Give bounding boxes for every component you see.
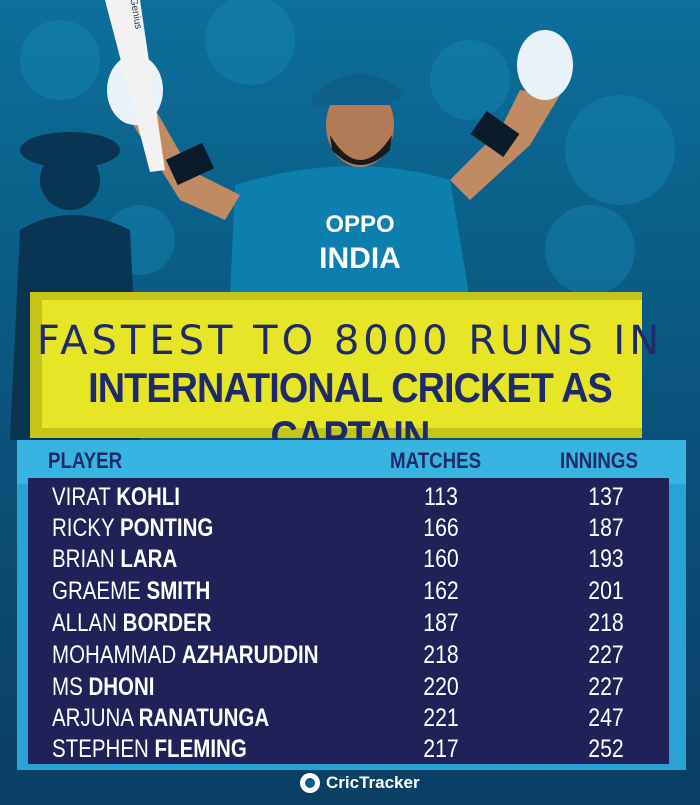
innings-value: 227 (588, 641, 624, 669)
table-body (28, 478, 669, 764)
matches-value: 218 (423, 641, 459, 669)
matches-value: 160 (423, 545, 459, 573)
player-name: MOHAMMAD AZHARUDDIN (52, 641, 319, 669)
matches-value: 217 (423, 735, 459, 763)
title-banner (42, 300, 642, 428)
crictracker-logo-icon (300, 773, 320, 793)
matches-value: 221 (423, 704, 459, 732)
innings-value: 227 (588, 673, 624, 701)
player-name: RICKY PONTING (52, 514, 214, 542)
player-name: VIRAT KOHLI (52, 483, 180, 511)
table-row: VIRAT KOHLI 113 137 (28, 481, 669, 512)
table-row: GRAEME SMITH 162 201 (28, 575, 669, 606)
innings-value: 218 (588, 609, 624, 637)
matches-value: 162 (423, 577, 459, 605)
player-name: ARJUNA RANATUNGA (52, 704, 270, 732)
player-name: MS DHONI (52, 673, 155, 701)
table-row: RICKY PONTING 166 187 (28, 512, 669, 543)
brand-logo: CricTracker (300, 773, 420, 793)
brand-name: CricTracker (326, 773, 420, 792)
innings-value: 137 (588, 483, 624, 511)
table-row: STEPHEN FLEMING 217 252 (28, 733, 669, 764)
player-name: GRAEME SMITH (52, 577, 211, 605)
player-shirt (230, 166, 470, 300)
innings-value: 201 (588, 577, 624, 605)
table-row: ALLAN BORDER 187 218 (28, 607, 669, 638)
matches-value: 113 (424, 483, 458, 511)
table-row: MS DHONI 220 227 (28, 671, 669, 702)
innings-value: 187 (588, 514, 624, 542)
matches-value: 220 (423, 673, 459, 701)
header-player: PLAYER (48, 448, 123, 473)
innings-value: 247 (588, 704, 624, 732)
matches-value: 187 (423, 609, 459, 637)
title-line-1: FASTEST TO 8000 RUNS IN (36, 318, 664, 364)
table-header (17, 440, 686, 484)
innings-value: 252 (588, 735, 624, 763)
header-innings: INNINGS (560, 448, 638, 473)
table-row: MOHAMMAD AZHARUDDIN 218 227 (28, 639, 669, 670)
table-row: BRIAN LARA 160 193 (28, 543, 669, 574)
player-name: STEPHEN FLEMING (52, 735, 247, 763)
matches-value: 166 (423, 514, 459, 542)
shirt-team-text: INDIA (319, 242, 401, 275)
innings-value: 193 (588, 545, 624, 573)
shirt-sponsor-text: OPPO (325, 211, 394, 238)
player-name: ALLAN BORDER (52, 609, 212, 637)
table-row: ARJUNA RANATUNGA 221 247 (28, 702, 669, 733)
player-name: BRIAN LARA (52, 545, 178, 573)
header-matches: MATCHES (390, 448, 482, 473)
